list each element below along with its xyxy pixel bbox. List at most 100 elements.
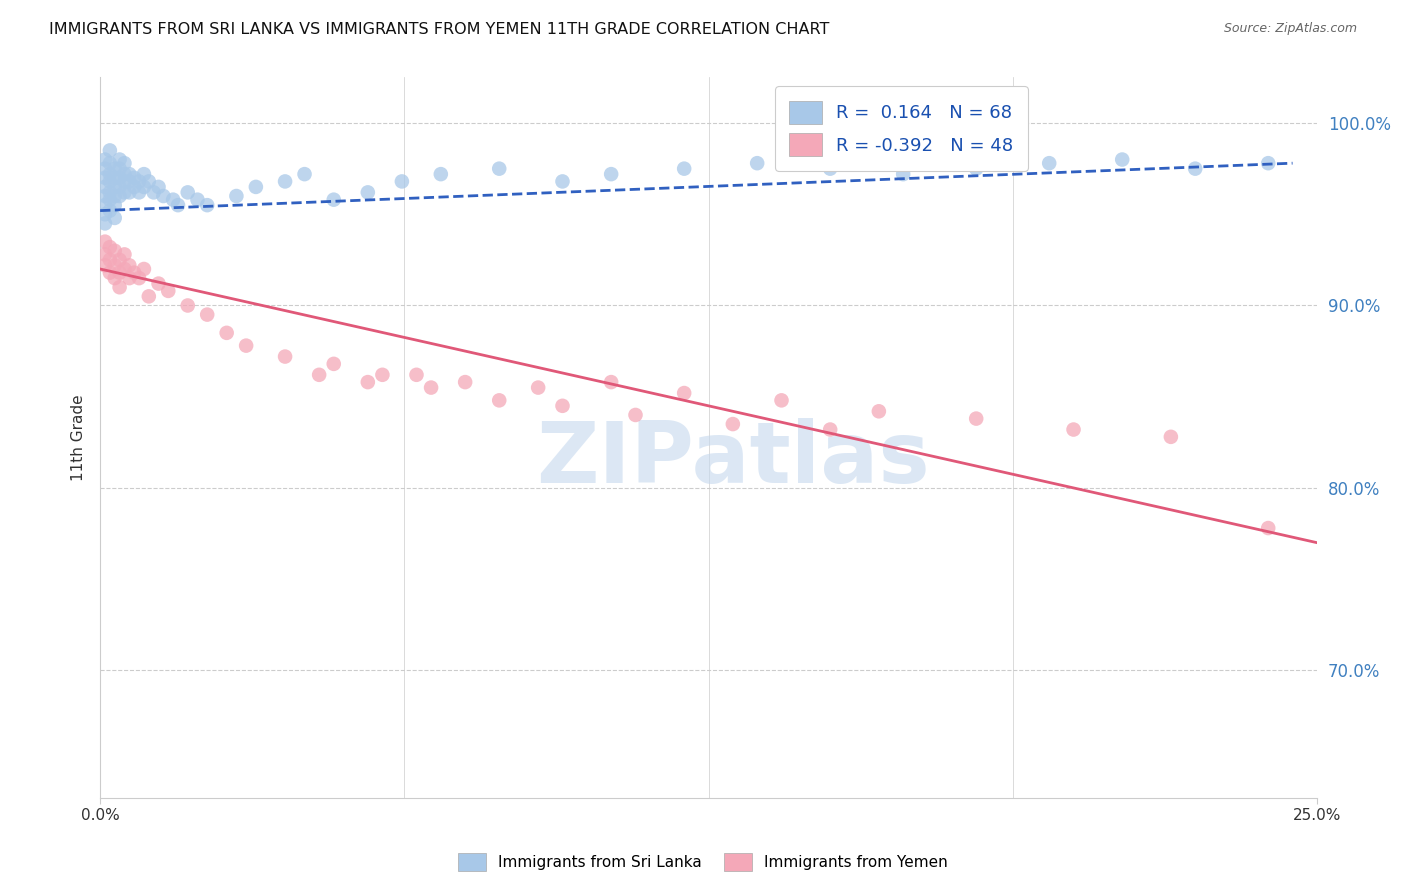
Point xyxy=(357,186,380,200)
Point xyxy=(98,252,121,267)
Point xyxy=(98,193,121,207)
Point xyxy=(94,247,117,261)
Point xyxy=(1184,161,1206,176)
Point xyxy=(195,198,218,212)
Point xyxy=(118,174,141,188)
Point xyxy=(122,170,145,185)
Point xyxy=(600,375,623,389)
Point xyxy=(294,167,316,181)
Point xyxy=(600,167,623,181)
Point xyxy=(965,161,987,176)
Legend: Immigrants from Sri Lanka, Immigrants from Yemen: Immigrants from Sri Lanka, Immigrants fr… xyxy=(451,847,955,877)
Point xyxy=(891,167,914,181)
Point xyxy=(94,189,117,203)
Point xyxy=(527,381,550,395)
Point xyxy=(157,284,180,298)
Point xyxy=(104,271,127,285)
Point xyxy=(138,174,160,188)
Legend: R =  0.164   N = 68, R = -0.392   N = 48: R = 0.164 N = 68, R = -0.392 N = 48 xyxy=(775,87,1028,170)
Point xyxy=(94,216,117,230)
Point xyxy=(148,277,170,291)
Point xyxy=(1038,156,1060,170)
Point xyxy=(322,357,344,371)
Point xyxy=(98,144,121,158)
Point xyxy=(114,174,136,188)
Point xyxy=(148,180,170,194)
Point xyxy=(114,167,136,181)
Point xyxy=(747,156,769,170)
Point xyxy=(104,180,127,194)
Point xyxy=(138,289,160,303)
Point xyxy=(108,170,131,185)
Point xyxy=(128,174,150,188)
Point xyxy=(488,161,510,176)
Point xyxy=(128,186,150,200)
Point xyxy=(357,375,380,389)
Point xyxy=(94,198,117,212)
Point xyxy=(177,186,200,200)
Text: ZIPatlas: ZIPatlas xyxy=(536,417,929,501)
Point xyxy=(405,368,427,382)
Point xyxy=(1111,153,1133,167)
Point xyxy=(274,350,297,364)
Point xyxy=(322,193,344,207)
Point xyxy=(98,203,121,218)
Point xyxy=(94,161,117,176)
Point xyxy=(195,308,218,322)
Point xyxy=(235,338,257,352)
Point xyxy=(818,161,841,176)
Point xyxy=(104,198,127,212)
Point xyxy=(1257,521,1279,535)
Point xyxy=(371,368,394,382)
Point xyxy=(551,399,574,413)
Point xyxy=(94,153,117,167)
Point xyxy=(94,235,117,249)
Point xyxy=(430,167,453,181)
Text: Source: ZipAtlas.com: Source: ZipAtlas.com xyxy=(1223,22,1357,36)
Point xyxy=(1257,156,1279,170)
Point xyxy=(104,258,127,272)
Point xyxy=(98,240,121,254)
Point xyxy=(122,180,145,194)
Point xyxy=(104,211,127,225)
Point xyxy=(721,417,744,431)
Point xyxy=(114,247,136,261)
Point xyxy=(454,375,477,389)
Y-axis label: 11th Grade: 11th Grade xyxy=(72,394,86,481)
Point xyxy=(108,161,131,176)
Point xyxy=(104,189,127,203)
Point xyxy=(132,262,155,277)
Point xyxy=(98,156,121,170)
Point xyxy=(118,271,141,285)
Point xyxy=(225,189,247,203)
Point xyxy=(673,386,696,401)
Point xyxy=(114,262,136,277)
Point xyxy=(245,180,267,194)
Point xyxy=(274,174,297,188)
Point xyxy=(132,167,155,181)
Point xyxy=(118,186,141,200)
Point xyxy=(868,404,890,418)
Point xyxy=(94,170,117,185)
Point xyxy=(420,381,443,395)
Point xyxy=(94,258,117,272)
Point xyxy=(1063,423,1085,437)
Point xyxy=(108,266,131,280)
Point xyxy=(177,298,200,312)
Point xyxy=(108,180,131,194)
Point xyxy=(104,170,127,185)
Point xyxy=(673,161,696,176)
Point xyxy=(167,198,190,212)
Point xyxy=(818,423,841,437)
Point xyxy=(108,252,131,267)
Point xyxy=(114,156,136,170)
Point xyxy=(94,180,117,194)
Point xyxy=(1160,430,1182,444)
Point xyxy=(152,189,174,203)
Point xyxy=(114,186,136,200)
Point xyxy=(118,167,141,181)
Point xyxy=(98,186,121,200)
Point xyxy=(770,393,793,408)
Point xyxy=(132,180,155,194)
Point xyxy=(98,266,121,280)
